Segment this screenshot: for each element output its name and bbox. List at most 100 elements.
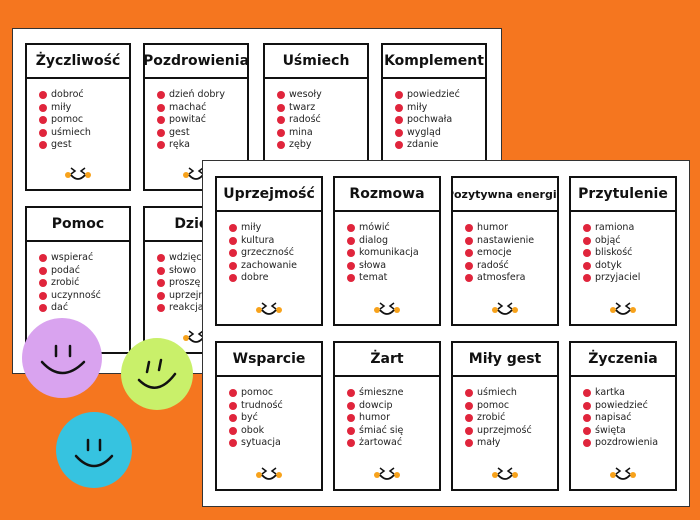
word-card: Rozmowa mówić dialog komunikacja słowa temat <box>333 176 441 326</box>
word-item: święta <box>583 425 675 438</box>
word-item: humor <box>347 412 439 425</box>
word-item: zdanie <box>395 139 485 152</box>
word-item: wspierać <box>39 252 129 265</box>
word-item: zrobić <box>465 412 557 425</box>
word-item: ręka <box>157 139 247 152</box>
smiley <box>492 302 518 315</box>
word-list: dzień dobry machać powitać gest ręka <box>157 89 247 152</box>
word-list: uśmiech pomoc zrobić uprzejmość mały <box>465 387 557 450</box>
word-item: powiedzieć <box>395 89 485 102</box>
word-item: objąć <box>583 235 675 248</box>
word-item: reakcja <box>157 302 247 315</box>
smiley <box>610 467 636 480</box>
word-item: temat <box>347 272 439 285</box>
word-item: grzeczność <box>229 247 321 260</box>
word-item: emocje <box>465 247 557 260</box>
smiley-blob <box>22 318 102 398</box>
card-title: Komplement <box>383 45 485 79</box>
word-list: wdzięcz słowo proszę uprzejm reakcja <box>157 252 247 315</box>
word-item: dowcip <box>347 400 439 413</box>
word-item: bliskość <box>583 247 675 260</box>
word-card: Życzenia kartka powiedzieć napisać święta poz… <box>569 341 677 491</box>
card-title: Miły gest <box>453 343 557 377</box>
word-list: wspierać podać zrobić uczynność dać <box>39 252 129 315</box>
word-item: pomoc <box>465 400 557 413</box>
word-item: zrobić <box>39 277 129 290</box>
word-item: słowo <box>157 265 247 278</box>
word-list: dobroć miły pomoc uśmiech gest <box>39 89 129 152</box>
word-item: być <box>229 412 321 425</box>
smiley <box>256 302 282 315</box>
word-item: pozdrowienia <box>583 437 675 450</box>
word-item: dobroć <box>39 89 129 102</box>
word-item: uśmiech <box>39 127 129 140</box>
smiley <box>374 302 400 315</box>
word-item: gest <box>157 127 247 140</box>
word-item: miły <box>229 222 321 235</box>
smiley <box>374 467 400 480</box>
word-item: dzień dobry <box>157 89 247 102</box>
word-item: wygląd <box>395 127 485 140</box>
card-title: Uprzejmość <box>217 178 321 212</box>
card-title: Pozytywna energia <box>453 178 557 212</box>
smiley <box>65 167 91 180</box>
word-item: miły <box>39 102 129 115</box>
smiley-blob <box>56 412 132 488</box>
word-list: mówić dialog komunikacja słowa temat <box>347 222 439 285</box>
word-item: przyjaciel <box>583 272 675 285</box>
word-item: napisać <box>583 412 675 425</box>
word-item: uśmiech <box>465 387 557 400</box>
word-item: dotyk <box>583 260 675 273</box>
word-list: powiedzieć miły pochwała wygląd zdanie <box>395 89 485 152</box>
smiley <box>256 467 282 480</box>
word-card: Życzliwość dobroć miły pomoc uśmiech gest <box>25 43 131 191</box>
word-item: twarz <box>277 102 367 115</box>
word-item: machać <box>157 102 247 115</box>
word-item: uprzejm <box>157 290 247 303</box>
word-list: wesoły twarz radość mina zęby <box>277 89 367 152</box>
word-item: dać <box>39 302 129 315</box>
word-item: wesoły <box>277 89 367 102</box>
word-item: radość <box>277 114 367 127</box>
word-item: podać <box>39 265 129 278</box>
smiley-blob <box>121 338 193 410</box>
card-title: Rozmowa <box>335 178 439 212</box>
card-title: Przytulenie <box>571 178 675 212</box>
card-title: Żart <box>335 343 439 377</box>
card-title: Wsparcie <box>217 343 321 377</box>
word-item: powiedzieć <box>583 400 675 413</box>
word-list: kartka powiedzieć napisać święta pozdrowieni… <box>583 387 675 450</box>
word-item: dobre <box>229 272 321 285</box>
word-item: pomoc <box>229 387 321 400</box>
word-item: obok <box>229 425 321 438</box>
smiley <box>610 302 636 315</box>
card-title: Życzliwość <box>27 45 129 79</box>
word-item: sytuacja <box>229 437 321 450</box>
front-sheet: Uprzejmość miły kultura grzeczność zachowani… <box>202 160 690 507</box>
word-item: zęby <box>277 139 367 152</box>
word-item: uczynność <box>39 290 129 303</box>
word-item: uprzejmość <box>465 425 557 438</box>
smiley <box>492 467 518 480</box>
word-item: słowa <box>347 260 439 273</box>
word-item: kultura <box>229 235 321 248</box>
word-item: pomoc <box>39 114 129 127</box>
word-card: Wsparcie pomoc trudność być obok sytuacja <box>215 341 323 491</box>
word-item: atmosfera <box>465 272 557 285</box>
card-title: Pozdrowienia <box>145 45 247 79</box>
word-item: pochwała <box>395 114 485 127</box>
word-card: Żart śmieszne dowcip humor śmiać się żartować <box>333 341 441 491</box>
word-item: radość <box>465 260 557 273</box>
word-card: Przytulenie ramiona objąć bliskość dotyk przy… <box>569 176 677 326</box>
word-item: mina <box>277 127 367 140</box>
word-item: ramiona <box>583 222 675 235</box>
word-item: śmieszne <box>347 387 439 400</box>
word-list: pomoc trudność być obok sytuacja <box>229 387 321 450</box>
word-list: śmieszne dowcip humor śmiać się żartować <box>347 387 439 450</box>
word-list: ramiona objąć bliskość dotyk przyjaciel <box>583 222 675 285</box>
word-item: komunikacja <box>347 247 439 260</box>
word-list: humor nastawienie emocje radość atmosfera <box>465 222 557 285</box>
word-list: miły kultura grzeczność zachowanie dobre <box>229 222 321 285</box>
card-title: Życzenia <box>571 343 675 377</box>
